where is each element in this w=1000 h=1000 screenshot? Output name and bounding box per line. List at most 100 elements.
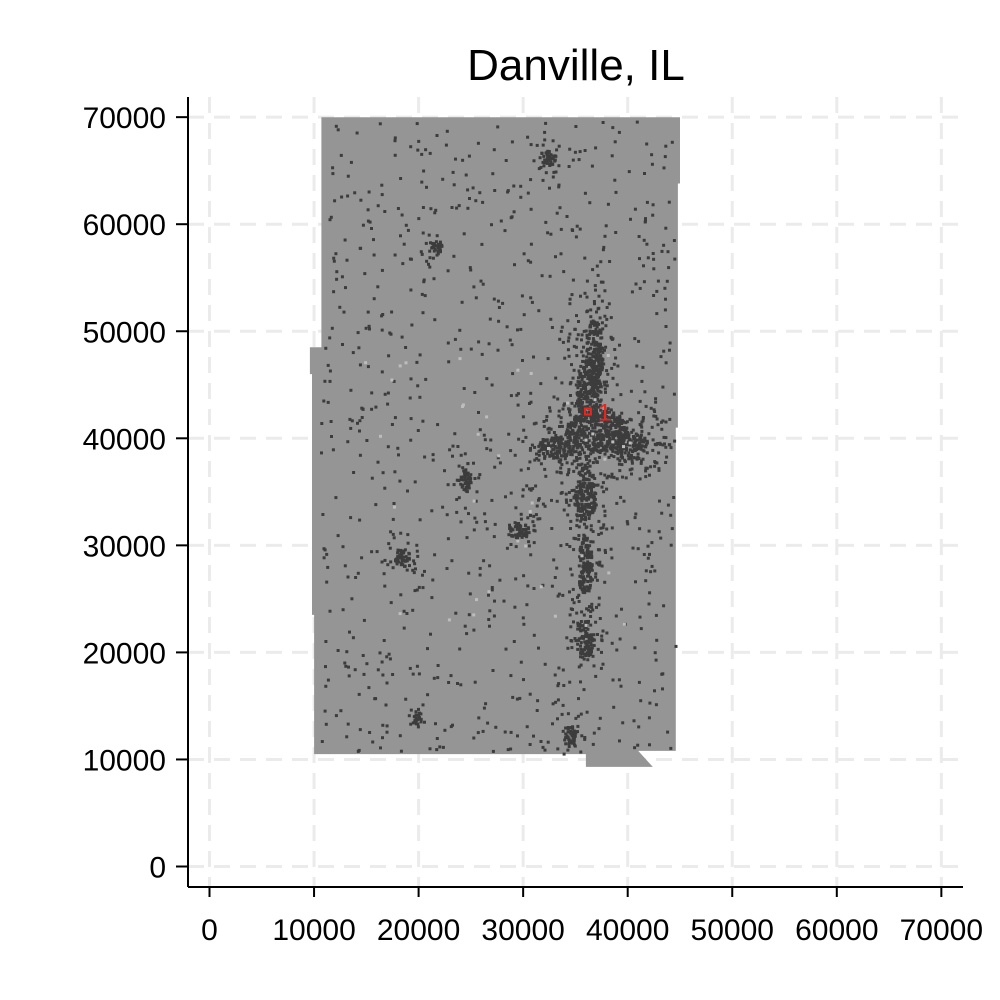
density-cell: [570, 489, 574, 492]
density-cell: [566, 748, 570, 752]
density-cell: [516, 403, 520, 407]
density-cell: [586, 627, 590, 631]
density-cell: [601, 504, 605, 508]
density-cell: [510, 343, 514, 347]
density-cell: [575, 456, 578, 459]
density-cell: [568, 590, 571, 594]
density-cell: [593, 340, 597, 344]
density-cell: [491, 669, 495, 672]
density-cell: [477, 411, 480, 414]
density-cell: [409, 145, 413, 149]
density-cell: [458, 647, 462, 651]
density-cell: [568, 297, 572, 301]
density-cell: [579, 509, 582, 513]
density-cell: [565, 215, 569, 218]
density-cell: [358, 363, 362, 367]
density-cell: [583, 587, 587, 591]
density-cell: [579, 644, 582, 648]
density-cell: [595, 578, 599, 582]
light-cell: [398, 364, 402, 368]
density-cell: [599, 429, 602, 433]
density-cell: [415, 664, 419, 668]
density-cell: [633, 337, 637, 341]
density-cell: [621, 428, 624, 432]
density-cell: [639, 424, 643, 428]
density-cell: [532, 528, 536, 532]
density-cell: [477, 716, 481, 720]
density-cell: [378, 651, 382, 655]
density-cell: [550, 162, 554, 166]
density-cell: [609, 547, 613, 551]
density-cell: [645, 242, 649, 246]
density-cell: [514, 533, 518, 537]
density-cell: [588, 459, 592, 463]
light-cell: [628, 441, 632, 445]
density-cell: [436, 664, 440, 667]
density-cell: [490, 588, 494, 592]
density-cell: [551, 447, 555, 451]
density-cell: [469, 268, 473, 272]
density-cell: [613, 140, 617, 144]
density-cell: [455, 206, 459, 210]
density-cell: [586, 469, 590, 473]
density-cell: [599, 354, 603, 358]
density-cell: [582, 567, 586, 571]
density-cell: [614, 442, 618, 446]
density-cell: [488, 609, 492, 613]
density-cell: [434, 722, 437, 726]
density-cell: [592, 494, 596, 498]
density-cell: [587, 427, 591, 431]
density-cell: [619, 447, 623, 451]
density-cell: [457, 204, 461, 208]
density-cell: [570, 739, 574, 743]
density-cell: [436, 676, 440, 680]
density-cell: [579, 624, 583, 628]
density-cell: [591, 742, 595, 746]
density-cell: [652, 408, 656, 412]
density-cell: [564, 736, 568, 740]
density-cell: [331, 166, 335, 170]
density-cell: [589, 633, 593, 637]
density-cell: [509, 529, 513, 533]
density-cell: [548, 164, 552, 167]
density-cell: [482, 559, 486, 563]
density-cell: [556, 717, 559, 721]
density-cell: [582, 497, 586, 501]
density-cell: [570, 646, 574, 650]
density-cell: [589, 555, 593, 559]
density-cell: [620, 453, 624, 457]
density-cell: [511, 372, 515, 376]
density-cell: [625, 446, 628, 450]
density-cell: [521, 528, 525, 531]
density-cell: [589, 388, 593, 392]
density-cell: [587, 654, 591, 658]
density-cell: [652, 267, 656, 271]
density-cell: [567, 336, 571, 340]
density-cell: [589, 566, 593, 570]
density-cell: [466, 462, 470, 466]
density-cell: [497, 319, 501, 323]
density-cell: [639, 459, 643, 463]
density-cell: [557, 183, 561, 187]
density-cell: [667, 266, 671, 270]
density-cell: [653, 460, 657, 464]
density-cell: [638, 399, 642, 403]
density-cell: [633, 207, 637, 211]
light-cell: [461, 403, 465, 407]
density-cell: [415, 718, 419, 722]
light-cell: [606, 354, 610, 357]
density-cell: [638, 527, 642, 531]
density-cell: [644, 217, 647, 221]
density-cell: [462, 478, 466, 482]
density-cell: [451, 454, 454, 458]
density-cell: [580, 624, 584, 628]
y-tick-label: 20000: [83, 637, 166, 670]
density-cell: [540, 151, 544, 155]
density-cell: [568, 433, 572, 437]
density-cell: [624, 421, 628, 425]
density-cell: [571, 429, 575, 433]
density-cell: [588, 431, 591, 435]
density-cell: [604, 423, 608, 427]
density-cell: [583, 736, 587, 739]
density-cell: [613, 434, 617, 438]
